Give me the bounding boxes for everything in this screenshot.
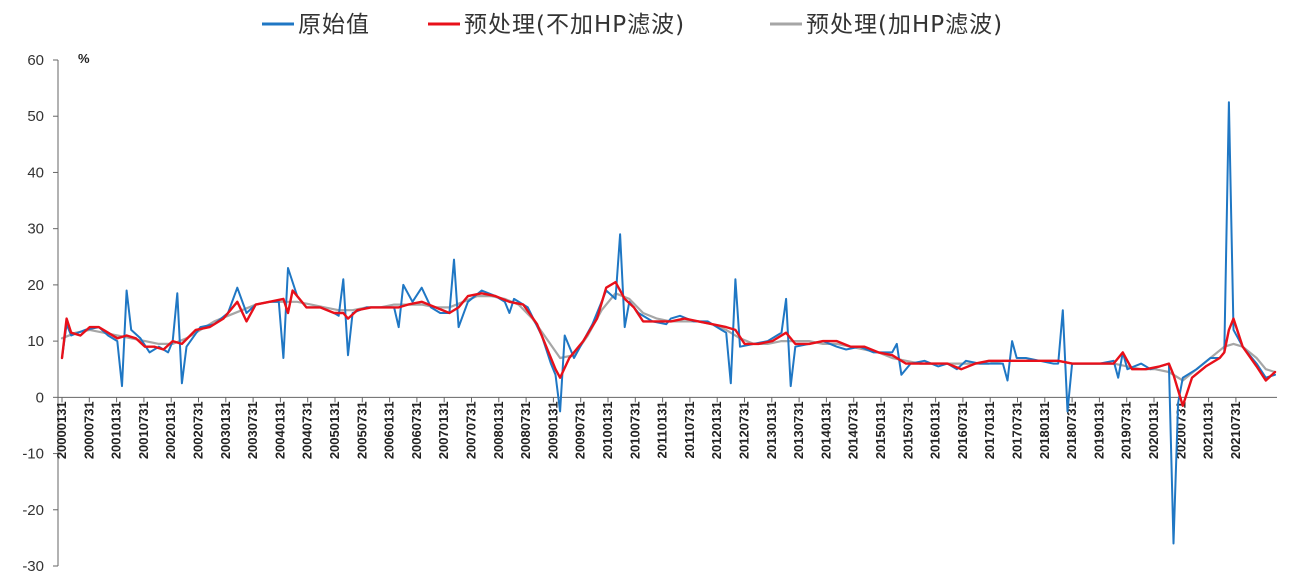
y-tick-label: 40 bbox=[27, 164, 44, 181]
x-tick-label: 20120731 bbox=[737, 401, 752, 459]
x-tick-label: 20010131 bbox=[109, 401, 124, 459]
x-tick-label: 20080731 bbox=[518, 401, 533, 459]
x-tick-label: 20100731 bbox=[627, 401, 642, 459]
legend: 原始值 预处理(不加HP滤波) 预处理(加HP滤波) bbox=[262, 12, 1003, 38]
x-tick-label: 20180731 bbox=[1064, 401, 1079, 459]
x-tick-label: 20080131 bbox=[491, 401, 506, 459]
y-tick-label: 60 bbox=[27, 52, 44, 69]
x-tick-label: 20020731 bbox=[191, 401, 206, 459]
series-line-1 bbox=[61, 101, 1276, 545]
x-tick-label: 20090131 bbox=[545, 401, 560, 459]
x-tick-label: 20190731 bbox=[1119, 401, 1134, 459]
x-tick-label: 20110731 bbox=[682, 401, 697, 458]
x-tick-label: 20000131 bbox=[54, 401, 69, 459]
x-tick-label: 20030731 bbox=[245, 401, 260, 459]
x-tick-label: 20190131 bbox=[1091, 401, 1106, 459]
y-tick-label: 30 bbox=[27, 221, 44, 238]
x-tick-label: 20170131 bbox=[982, 401, 997, 459]
series-line-2 bbox=[60, 280, 1277, 407]
x-axis: 20000131 20000731 20010131 20010731 20020131… bbox=[54, 396, 1277, 459]
x-tick-label: 20060131 bbox=[382, 401, 397, 459]
x-tick-label: 20050131 bbox=[327, 401, 342, 459]
x-tick-label: 20040131 bbox=[272, 401, 287, 459]
x-tick-label: 20210731 bbox=[1228, 401, 1243, 459]
x-tick-label: 20180131 bbox=[1037, 401, 1052, 459]
y-axis-unit-label: % bbox=[78, 51, 90, 66]
x-tick-label: 20020131 bbox=[163, 401, 178, 459]
x-tick-label: 20010731 bbox=[136, 401, 151, 459]
x-tick-label: 20070131 bbox=[436, 401, 451, 459]
x-tick-label: 20100131 bbox=[600, 401, 615, 459]
legend-label-1: 原始值 bbox=[298, 12, 370, 38]
x-tick-label: 20000731 bbox=[81, 401, 96, 459]
x-tick-label: 20060731 bbox=[409, 401, 424, 459]
x-tick-label: 20050731 bbox=[354, 401, 369, 459]
y-tick-label: 50 bbox=[27, 108, 44, 125]
x-tick-label: 20150731 bbox=[900, 401, 915, 459]
y-tick-label: 0 bbox=[36, 389, 44, 406]
y-tick-label: -30 bbox=[22, 558, 44, 573]
x-tick-label: 20160731 bbox=[955, 401, 970, 459]
x-tick-label: 20040731 bbox=[300, 401, 315, 459]
y-tick-label: -20 bbox=[22, 502, 44, 519]
x-tick-label: 20170731 bbox=[1010, 401, 1025, 459]
x-tick-label: 20210131 bbox=[1201, 401, 1216, 459]
legend-label-3: 预处理(加HP滤波) bbox=[806, 12, 1003, 38]
x-tick-label: 20120131 bbox=[709, 401, 724, 459]
x-tick-label: 20200131 bbox=[1146, 401, 1161, 459]
x-tick-label: 20030131 bbox=[218, 401, 233, 459]
x-tick-label: 20110131 bbox=[655, 401, 670, 458]
x-tick-label: 20130131 bbox=[764, 401, 779, 459]
legend-label-2: 预处理(不加HP滤波) bbox=[464, 12, 685, 38]
x-tick-label: 20140731 bbox=[846, 401, 861, 459]
y-tick-label: 20 bbox=[27, 277, 44, 294]
x-tick-label: 20160131 bbox=[928, 401, 943, 459]
series-group bbox=[60, 101, 1277, 545]
x-tick-label: 20130731 bbox=[791, 401, 806, 459]
y-tick-label: -10 bbox=[22, 446, 44, 463]
y-tick-label: 10 bbox=[27, 333, 44, 350]
x-tick-label: 20070731 bbox=[464, 401, 479, 459]
x-tick-label: 20090731 bbox=[573, 401, 588, 459]
x-tick-label: 20150131 bbox=[873, 401, 888, 459]
x-tick-label: 20140131 bbox=[818, 401, 833, 459]
y-axis: -30 -20 -10 0 10 20 30 40 50 60 bbox=[22, 52, 59, 573]
